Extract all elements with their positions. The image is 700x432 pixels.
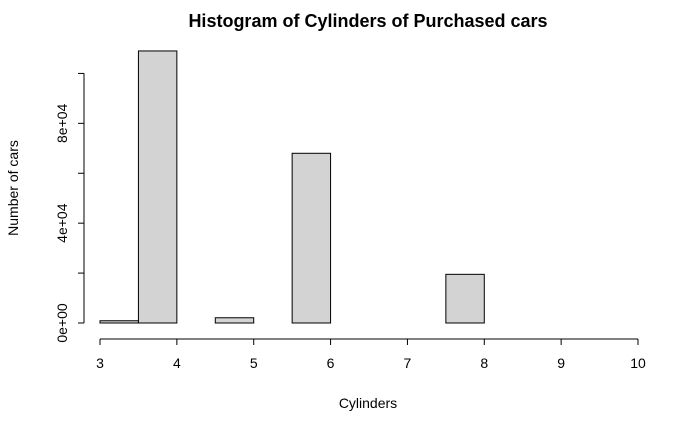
x-axis: 3 4 5 6 7 8 9 10 bbox=[96, 338, 646, 371]
y-axis: 0e+00 4e+04 8e+04 bbox=[54, 72, 85, 343]
bars-group bbox=[99, 50, 485, 324]
histogram-bar bbox=[137, 50, 178, 324]
x-tick-label: 3 bbox=[96, 355, 104, 371]
y-tick-label: 0e+00 bbox=[54, 303, 70, 343]
x-tick-label: 6 bbox=[327, 355, 335, 371]
x-tick-label: 5 bbox=[250, 355, 258, 371]
x-tick-label: 10 bbox=[630, 355, 646, 371]
histogram-bar bbox=[214, 317, 255, 324]
x-tick-label: 7 bbox=[404, 355, 412, 371]
histogram-bar bbox=[291, 152, 332, 324]
x-tick-label: 8 bbox=[480, 355, 488, 371]
y-tick-label: 8e+04 bbox=[54, 103, 70, 143]
histogram-bar bbox=[445, 273, 485, 324]
chart-title: Histogram of Cylinders of Purchased cars bbox=[188, 11, 547, 31]
histogram-bar bbox=[99, 320, 139, 324]
y-axis-title: Number of cars bbox=[5, 140, 21, 236]
x-tick-label: 9 bbox=[557, 355, 565, 371]
x-axis-title: Cylinders bbox=[339, 395, 397, 411]
x-tick-label: 4 bbox=[173, 355, 181, 371]
y-tick-label: 4e+04 bbox=[54, 203, 70, 243]
